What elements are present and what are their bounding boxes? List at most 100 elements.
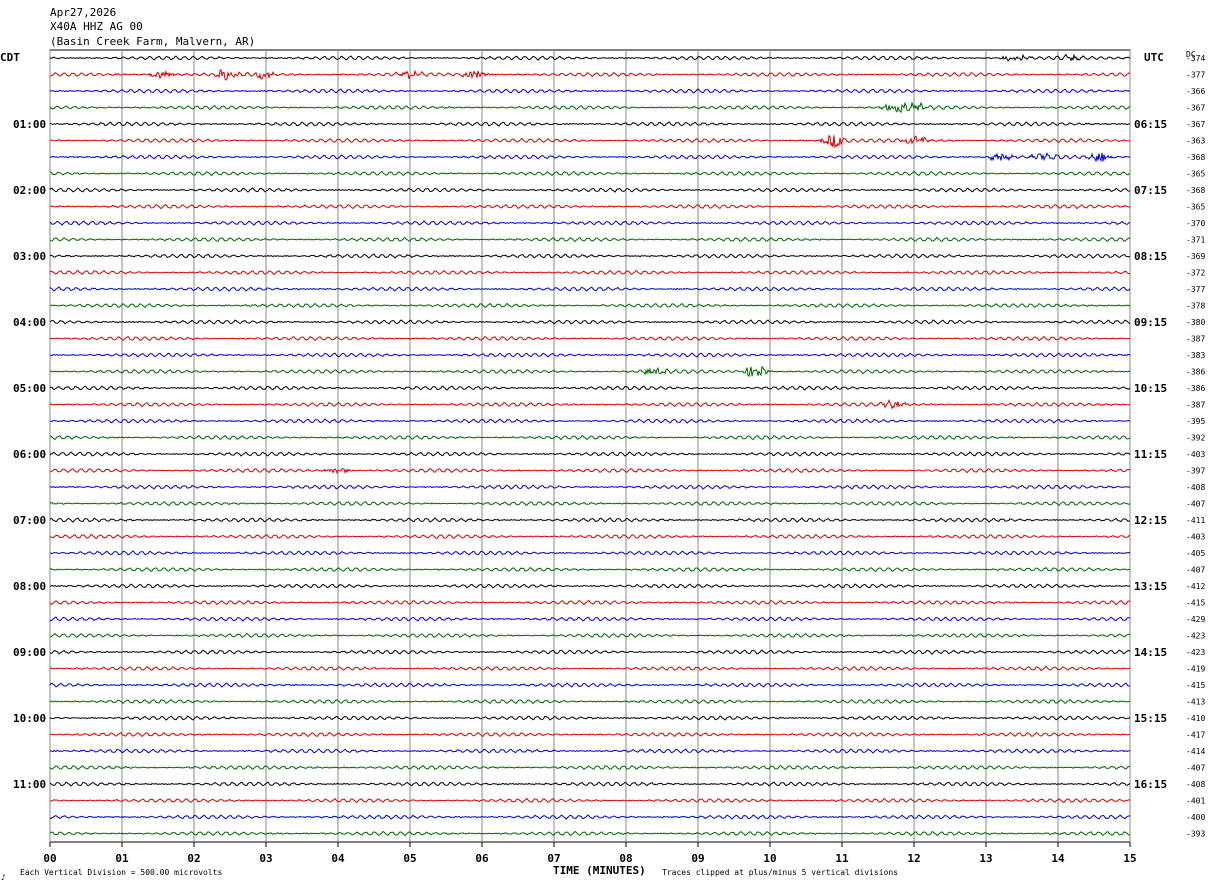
x-tick-label: 12 [907, 852, 920, 865]
cdt-time-label: 05:00 [13, 382, 46, 395]
dc-offset-label: -368 [1186, 186, 1205, 195]
trace-line [49, 302, 1131, 309]
trace-line [49, 731, 1131, 738]
dc-offset-label: -407 [1186, 500, 1205, 509]
dc-offset-label: -363 [1186, 137, 1205, 146]
trace-line [49, 748, 1130, 754]
utc-time-label: 08:15 [1134, 250, 1167, 263]
vertical-division-note: Each Vertical Division = 500.00 microvol… [20, 868, 222, 877]
trace-line [49, 134, 1131, 149]
dc-offset-label: -397 [1186, 467, 1205, 476]
dc-offset-label: -415 [1186, 599, 1205, 608]
cdt-time-label: 01:00 [13, 118, 46, 131]
right-axis-title: UTC [1144, 51, 1164, 64]
trace-line [49, 484, 1131, 490]
dc-offset-label: -366 [1186, 87, 1205, 96]
dc-offset-label: -414 [1186, 747, 1205, 756]
trace-line [49, 434, 1131, 441]
dc-offset-label: -429 [1186, 615, 1205, 624]
x-tick-labels: 00 01 02 03 04 05 06 07 08 09 10 11 12 13 14 15 [43, 852, 1136, 865]
dc-offset-label: -387 [1186, 335, 1205, 344]
dc-offset-label: -408 [1186, 780, 1205, 789]
utc-time-label: 13:15 [1134, 580, 1167, 593]
dc-offset-label: -369 [1186, 252, 1205, 261]
dc-offset-label: -365 [1186, 203, 1205, 212]
x-tick-label: 08 [619, 852, 632, 865]
dc-offset-label: -367 [1186, 104, 1205, 113]
trace-line [49, 665, 1131, 672]
x-tick-label: 02 [187, 852, 200, 865]
trace-line [49, 566, 1131, 572]
x-tick-label: 04 [331, 852, 345, 865]
utc-time-label: 14:15 [1134, 646, 1167, 659]
cdt-time-label: 11:00 [13, 778, 46, 791]
utc-time-label: 09:15 [1134, 316, 1167, 329]
trace-line [49, 814, 1131, 820]
trace-line [49, 68, 1131, 81]
trace-line [49, 649, 1131, 655]
trace-line [49, 220, 1131, 226]
dc-offset-label: -377 [1186, 71, 1205, 80]
dc-offset-label: -412 [1186, 582, 1205, 591]
cdt-time-label: 08:00 [13, 580, 46, 593]
trace-line [49, 698, 1131, 705]
trace-line [49, 830, 1131, 837]
dc-offset-label: -423 [1186, 632, 1205, 641]
cdt-time-label: 06:00 [13, 448, 46, 461]
trace-line [49, 616, 1131, 622]
dc-offset-label: -365 [1186, 170, 1205, 179]
utc-time-label: 10:15 [1134, 382, 1167, 395]
trace-line [49, 467, 1131, 475]
trace-line [49, 781, 1131, 787]
dc-offset-label: -403 [1186, 533, 1205, 542]
cdt-time-label: 04:00 [13, 316, 46, 329]
trace-line [49, 533, 1131, 540]
x-tick-label: 03 [259, 852, 272, 865]
dc-offset-label: -392 [1186, 434, 1205, 443]
grid [49, 49, 1131, 847]
dc-offset-label: -408 [1186, 483, 1205, 492]
trace-line [50, 121, 1131, 127]
dc-offset-label: -400 [1186, 813, 1205, 822]
trace-line [49, 797, 1131, 804]
trace-line [49, 269, 1131, 276]
utc-time-label: 06:15 [1134, 118, 1167, 131]
plot-frame [49, 49, 1131, 843]
x-axis-label: TIME (MINUTES) [553, 864, 646, 877]
dc-offset-label: -417 [1186, 731, 1205, 740]
utc-time-label: 15:15 [1134, 712, 1167, 725]
dc-offset-label: -372 [1186, 269, 1205, 278]
utc-time-label: 16:15 [1134, 778, 1167, 791]
trace-line [49, 365, 1131, 378]
dc-offset-label: -371 [1186, 236, 1205, 245]
trace-line [50, 418, 1131, 424]
dc-offset-label: -367 [1186, 120, 1205, 129]
dc-offset-label: -410 [1186, 714, 1205, 723]
trace-line [49, 236, 1131, 243]
header-location: (Basin Creek Farm, Malvern, AR) [50, 35, 255, 48]
dc-offset-label: -411 [1186, 516, 1205, 525]
trace-line [50, 170, 1131, 177]
dc-offset-label: -383 [1186, 351, 1205, 360]
trace-line [49, 583, 1131, 589]
cdt-time-label: 07:00 [13, 514, 46, 527]
trace-line [49, 203, 1131, 210]
trace-line [49, 286, 1131, 292]
left-axis-title: CDT [0, 51, 20, 64]
dc-offset-label: -386 [1186, 368, 1205, 377]
trace-line [49, 335, 1131, 342]
trace-line [49, 187, 1131, 193]
dc-offset-label: -374 [1186, 54, 1205, 63]
trace-line [49, 715, 1131, 721]
dc-offset-label: -407 [1186, 566, 1205, 575]
trace-line [49, 451, 1131, 457]
cdt-time-label: 02:00 [13, 184, 46, 197]
utc-time-label: 12:15 [1134, 514, 1167, 527]
x-tick-label: 00 [43, 852, 56, 865]
utc-time-label: 11:15 [1134, 448, 1167, 461]
cdt-time-label: 03:00 [13, 250, 46, 263]
trace-line [49, 385, 1131, 391]
trace-line [49, 53, 1131, 62]
dc-offset-label: -423 [1186, 648, 1205, 657]
